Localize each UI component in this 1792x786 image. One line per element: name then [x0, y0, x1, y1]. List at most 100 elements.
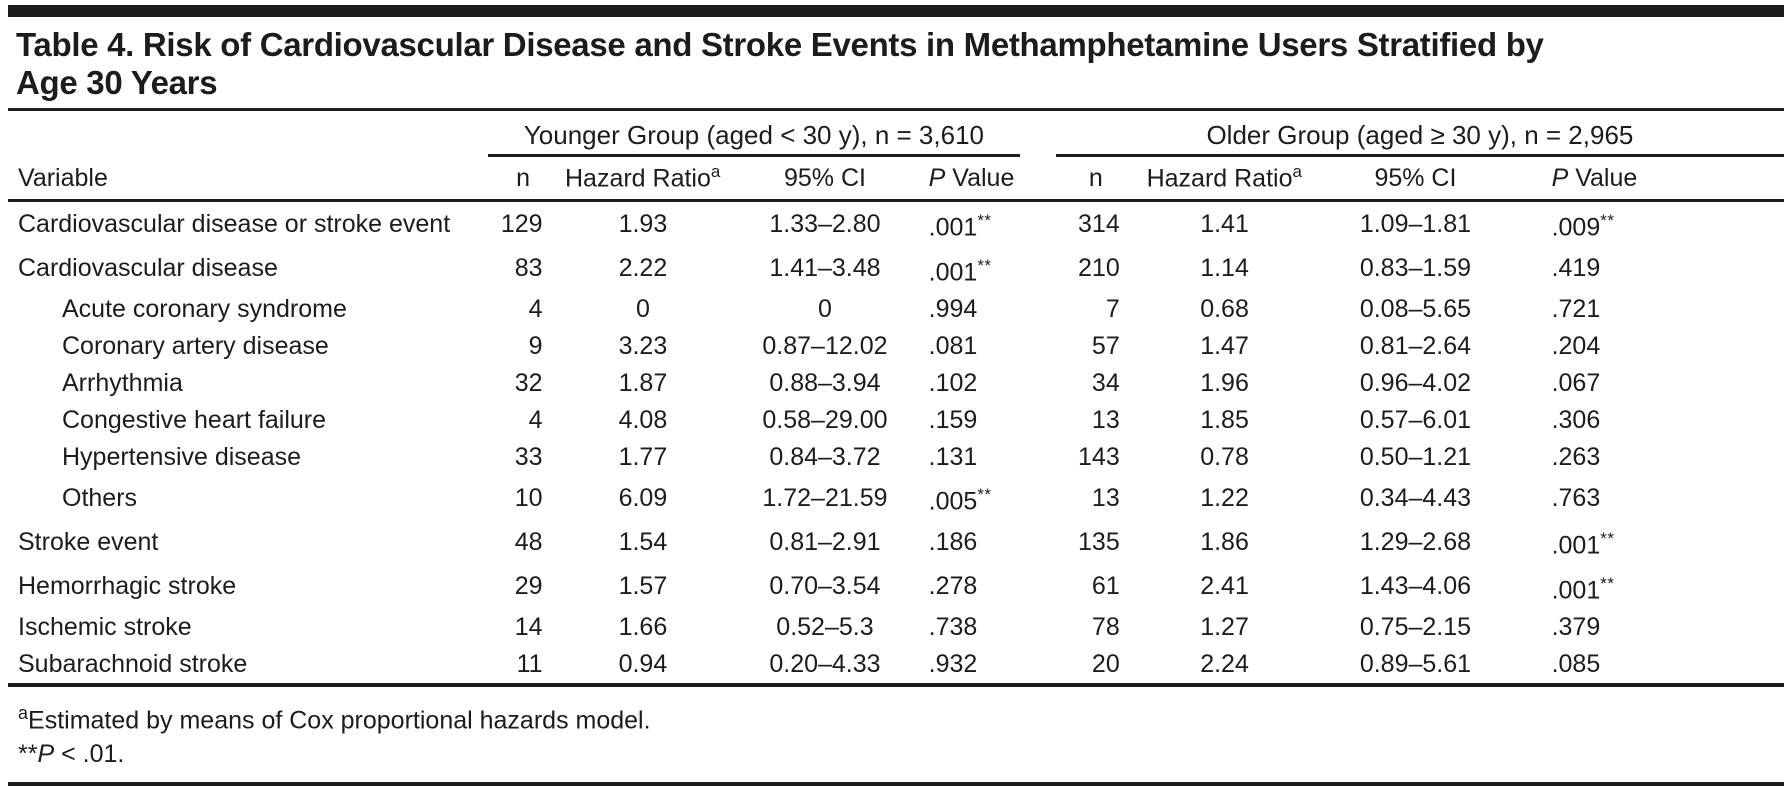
p-label: P [37, 740, 55, 769]
older-ci-cell: 1.09–1.81 [1359, 209, 1472, 238]
p-label: P [928, 164, 946, 193]
younger-hazard-ratio-cell: 2.22 [618, 254, 668, 283]
group-gap-cell [1020, 439, 1056, 476]
older-p-value-cell: .419 [1551, 254, 1601, 283]
older-ci-cell: 0.89–5.61 [1313, 645, 1518, 687]
table-body: Cardiovascular disease or stroke event 12… [8, 201, 1784, 687]
variable-cell: Hemorrhagic stroke [18, 572, 237, 601]
variable-cell: Hypertensive disease [62, 442, 302, 471]
older-n-cell: 314 [1078, 209, 1120, 238]
variable-cell: Others [62, 483, 138, 512]
younger-p-value-cell: .001** [928, 211, 992, 242]
older-p-value-cell: .763 [1551, 483, 1601, 512]
older-n-cell: 210 [1078, 254, 1120, 283]
younger-p-value-cell: .102 [928, 368, 978, 397]
table-row: Subarachnoid stroke 11 0.94 0.20–4.33.932 20… [8, 645, 1784, 687]
group-gap-cell [1020, 565, 1056, 609]
table-row: Coronary artery disease 9 3.23 0.87–12.02 .0… [8, 328, 1784, 365]
older-ci-cell: 0.81–2.64 [1359, 331, 1472, 360]
table-row: Cardiovascular disease 83 2.22 1.41–3.48 .00… [8, 247, 1784, 291]
younger-hazard-ratio-cell: 0 [635, 294, 650, 323]
younger-n-header: n [487, 155, 559, 203]
older-n-cell: 13 [1091, 483, 1120, 512]
older-hazard-ratio-cell: 0.78 [1200, 442, 1249, 471]
older-ci-cell: 0.75–2.15 [1359, 612, 1472, 641]
table-title-line-2: Age 30 Years [16, 64, 218, 101]
variable-cell: Ischemic stroke [18, 612, 192, 641]
older-hazard-ratio-header: Hazard Ratioa [1135, 155, 1314, 203]
table-row: Hypertensive disease 33 1.77 0.84–3.72 .131 1… [8, 439, 1784, 476]
older-hazard-ratio-cell: 1.41 [1200, 209, 1249, 238]
group-gap [1020, 111, 1056, 156]
younger-p-value-cell: .159 [928, 405, 978, 434]
younger-p-value-cell: .994 [928, 294, 978, 323]
variable-cell: Cardiovascular disease [18, 254, 278, 283]
younger-ci-cell: 0.87–12.02 [762, 331, 888, 360]
younger-n-cell: 29 [514, 572, 543, 601]
bottom-rule [8, 782, 1784, 786]
younger-hazard-ratio-cell: 1.57 [618, 572, 668, 601]
older-ci-cell: 1.43–4.06 [1359, 572, 1472, 601]
older-hazard-ratio-cell: 1.96 [1200, 368, 1249, 397]
younger-hazard-ratio-cell: 1.54 [618, 527, 668, 556]
group-gap-cell [1020, 402, 1056, 439]
variable-column-header: Variable [8, 155, 488, 203]
younger-n-cell: 10 [514, 483, 543, 512]
younger-ci-cell: 0.20–4.33 [727, 645, 923, 687]
table-row: Hemorrhagic stroke 29 1.57 0.70–3.54 .278 61 2… [8, 565, 1784, 609]
older-hazard-ratio-cell: 1.22 [1200, 483, 1249, 512]
group-gap-cell [1020, 609, 1056, 646]
top-rule [8, 5, 1784, 17]
p-label: P [1551, 164, 1569, 193]
older-ci-cell: 0.96–4.02 [1359, 368, 1472, 397]
younger-ci-cell: 1.72–21.59 [762, 483, 888, 512]
younger-ci-cell: 0.70–3.54 [769, 572, 881, 601]
younger-ci-cell: 0.81–2.91 [769, 527, 881, 556]
group-gap-cell [1020, 365, 1056, 402]
table-row: Others 10 6.09 1.72–21.59 .005** 13 1.22 0.34–4… [8, 476, 1784, 520]
older-n-cell: 13 [1091, 405, 1120, 434]
younger-hazard-ratio-cell: 0.94 [558, 645, 728, 687]
younger-hazard-ratio-cell: 1.93 [618, 209, 668, 238]
younger-n-cell: 83 [514, 254, 543, 283]
older-n-header: n [1055, 155, 1136, 203]
variable-cell: Stroke event [18, 527, 159, 556]
variable-cell: Subarachnoid stroke [8, 645, 488, 687]
younger-p-value-cell: .081 [928, 331, 978, 360]
younger-ci-cell: 0 [818, 294, 832, 323]
older-ci-header: 95% CI [1313, 155, 1518, 203]
older-hazard-ratio-cell: 2.41 [1200, 572, 1249, 601]
older-n-cell: 135 [1078, 527, 1120, 556]
older-hazard-ratio-cell: 1.27 [1200, 612, 1249, 641]
younger-ci-header: 95% CI [727, 155, 923, 203]
older-n-cell: 34 [1091, 368, 1120, 397]
older-n-cell: 7 [1105, 294, 1120, 323]
data-table: Younger Group (aged < 30 y), n = 3,610 O… [8, 111, 1784, 687]
variable-header-spacer [8, 111, 488, 156]
title-rule [8, 108, 1784, 111]
variable-cell: Acute coronary syndrome [62, 294, 347, 323]
footnote-marker-a: a [18, 702, 29, 723]
footnotes: aEstimated by means of Cox proportional … [8, 687, 1784, 771]
older-n-cell: 78 [1091, 612, 1120, 641]
younger-n-cell: 4 [528, 405, 543, 434]
group-gap-cell [1020, 645, 1056, 687]
older-n-cell: 57 [1091, 331, 1120, 360]
significance-stars: ** [18, 740, 38, 769]
older-hazard-ratio-cell: 1.85 [1200, 405, 1249, 434]
older-p-value-cell: .263 [1551, 442, 1601, 471]
older-n-cell: 61 [1091, 572, 1120, 601]
younger-hazard-ratio-cell: 1.77 [618, 442, 668, 471]
younger-n-cell: 9 [528, 331, 543, 360]
younger-hazard-ratio-cell: 3.23 [618, 331, 668, 360]
older-hazard-ratio-cell: 1.14 [1200, 254, 1249, 283]
value-label: Value [1568, 164, 1638, 193]
variable-cell: Congestive heart failure [62, 405, 327, 434]
younger-n-cell: 32 [514, 368, 543, 397]
older-p-value-cell: .379 [1551, 612, 1601, 641]
older-ci-cell: 0.34–4.43 [1359, 483, 1472, 512]
younger-p-value-cell: .186 [928, 527, 978, 556]
footnote-cox: aEstimated by means of Cox proportional … [18, 696, 1784, 737]
older-p-value-cell: .204 [1551, 331, 1601, 360]
